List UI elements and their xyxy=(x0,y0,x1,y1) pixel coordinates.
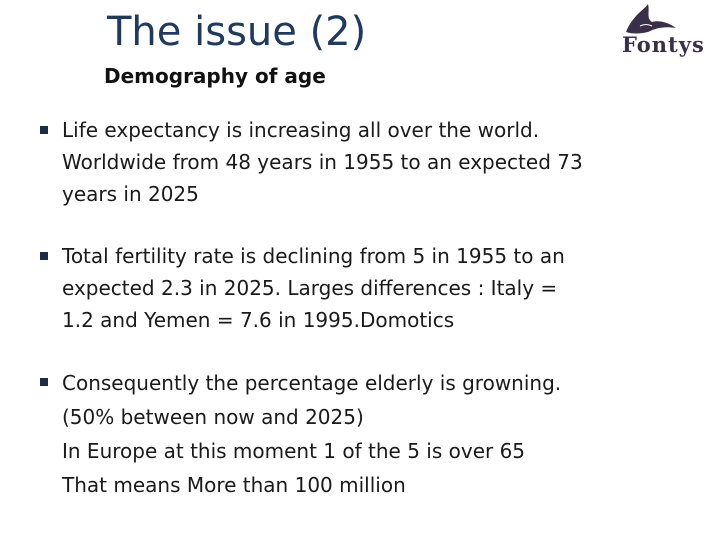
bullet-line: years in 2025 xyxy=(62,182,199,206)
fontys-bird-logo-icon xyxy=(626,4,676,34)
logo-text: Fontys xyxy=(622,32,705,57)
bullet-list: Life expectancy is increasing all over t… xyxy=(40,110,700,502)
bullet-text: Consequently the percentage elderly is g… xyxy=(62,366,700,502)
bullet-line: That means More than 100 million xyxy=(62,473,406,497)
slide-subtitle: Demography of age xyxy=(104,64,326,88)
bullet-line: Total fertility rate is declining from 5… xyxy=(62,244,565,268)
bullet-text: Total fertility rate is declining from 5… xyxy=(62,240,700,336)
bullet-line: 1.2 and Yemen = 7.6 in 1995.Domotics xyxy=(62,308,455,332)
bullet-text: Life expectancy is increasing all over t… xyxy=(62,114,700,210)
square-bullet-icon xyxy=(40,252,48,260)
bullet-item: Consequently the percentage elderly is g… xyxy=(40,366,700,502)
square-bullet-icon xyxy=(40,126,48,134)
slide-title: The issue (2) xyxy=(107,9,367,55)
bullet-line: Worldwide from 48 years in 1955 to an ex… xyxy=(62,150,583,174)
bullet-line: expected 2.3 in 2025. Larges differences… xyxy=(62,276,558,300)
bullet-line: (50% between now and 2025) xyxy=(62,405,364,429)
bullet-line: Consequently the percentage elderly is g… xyxy=(62,371,562,395)
bullet-item: Total fertility rate is declining from 5… xyxy=(40,240,700,336)
fontys-logo: Fontys xyxy=(618,2,720,64)
bullet-line: Life expectancy is increasing all over t… xyxy=(62,118,540,142)
square-bullet-icon xyxy=(40,378,48,386)
bullet-line: In Europe at this moment 1 of the 5 is o… xyxy=(62,439,526,463)
bullet-item: Life expectancy is increasing all over t… xyxy=(40,114,700,210)
